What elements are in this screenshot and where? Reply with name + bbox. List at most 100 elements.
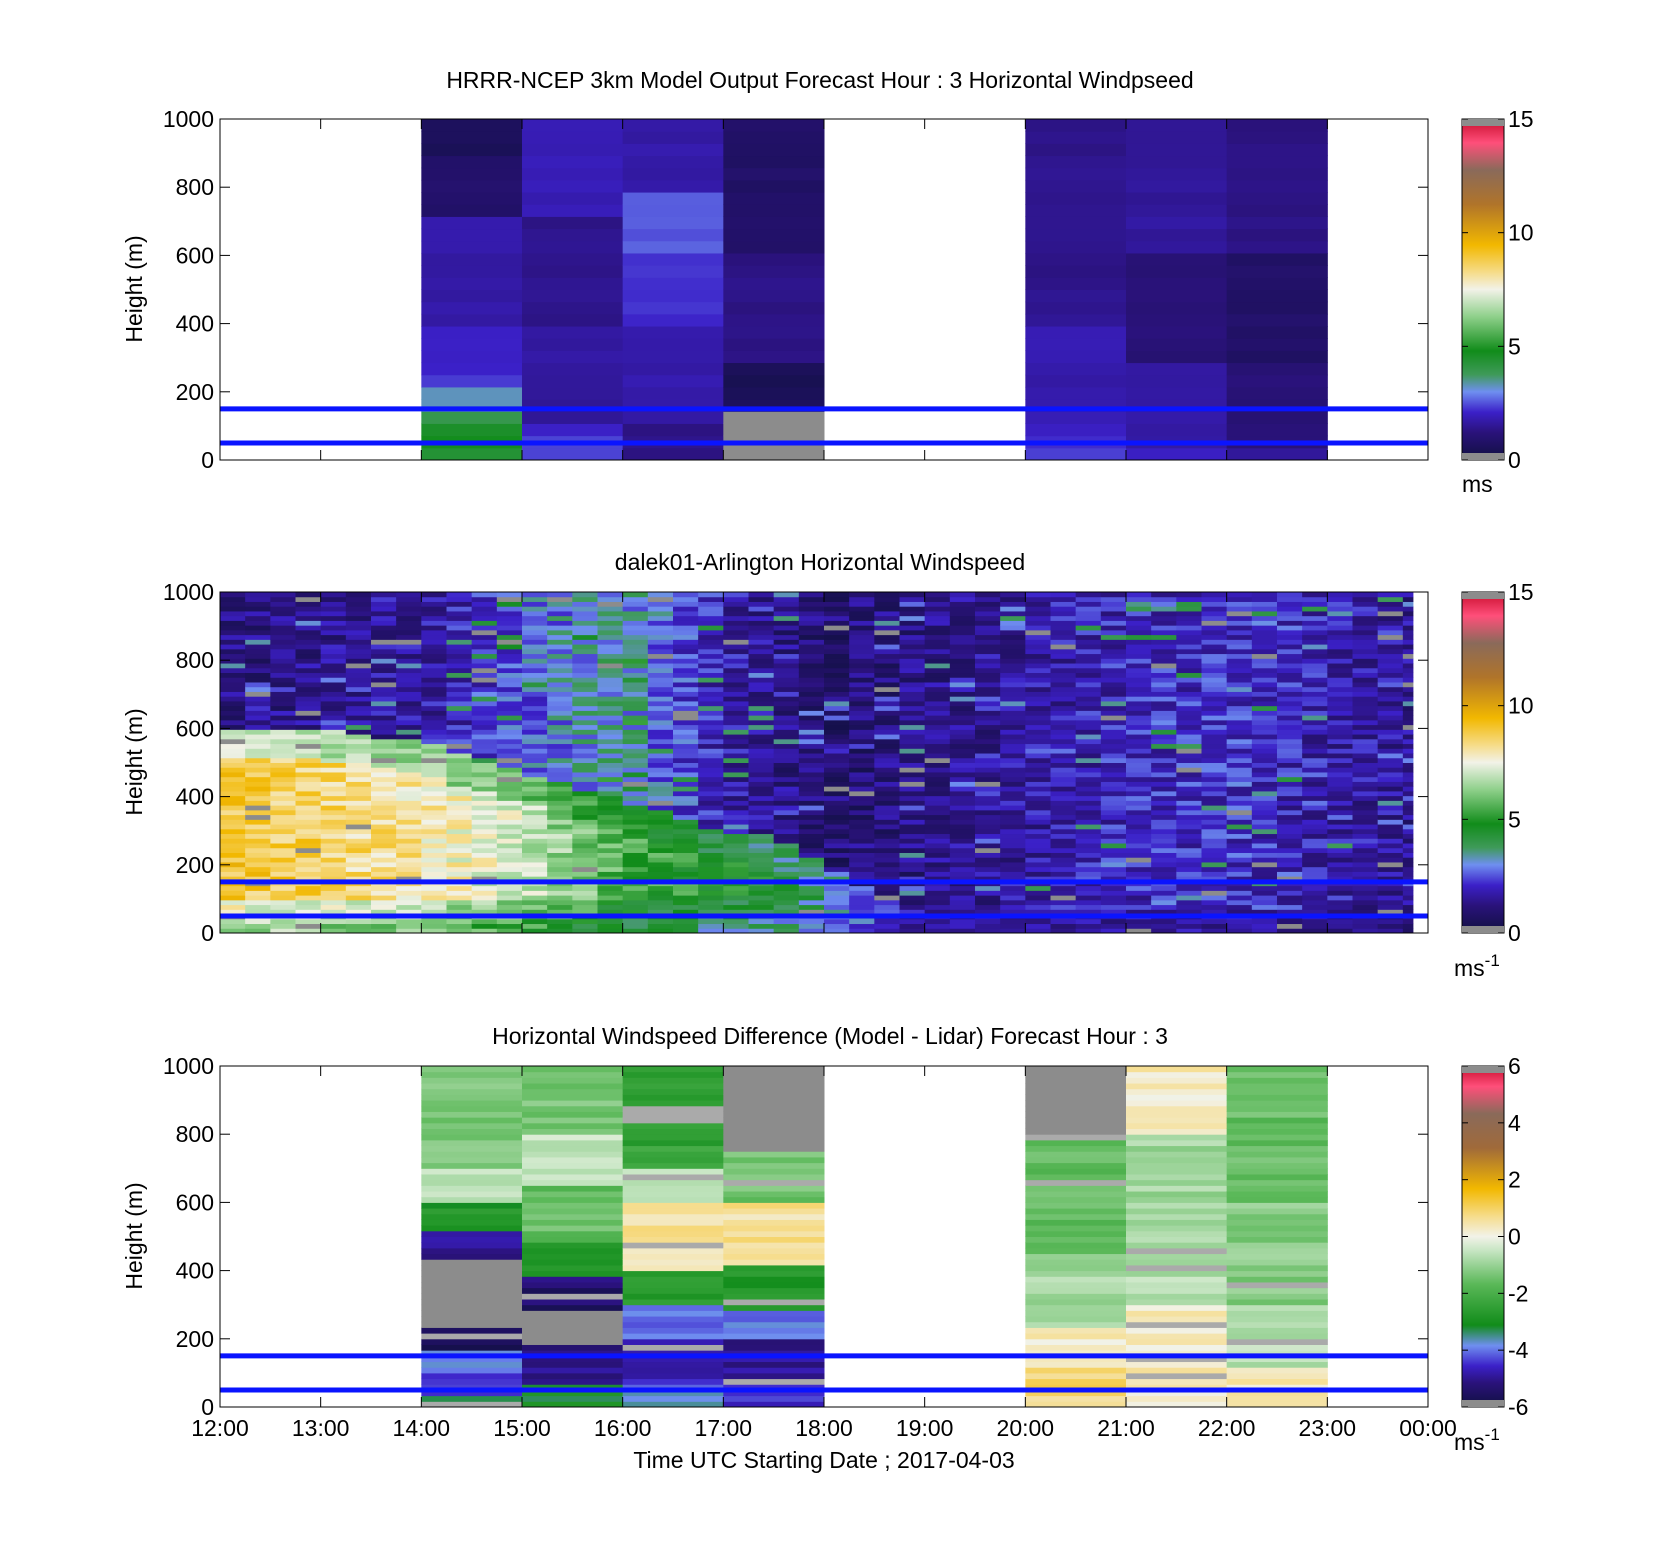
heatmap-cell (1251, 904, 1278, 910)
heatmap-cell (270, 847, 296, 853)
heatmap-cell (371, 790, 397, 797)
heatmap-cell (647, 790, 674, 797)
heatmap-cell (522, 1327, 624, 1334)
heatmap-cell (471, 753, 498, 759)
heatmap-cell (1025, 1117, 1127, 1124)
heatmap-cell (849, 681, 875, 688)
heatmap-cell (1277, 923, 1303, 929)
heatmap-cell (446, 738, 473, 745)
heatmap-cell (622, 648, 649, 655)
heatmap-cell (899, 738, 926, 745)
heatmap-cell (1025, 1162, 1127, 1169)
heatmap-cell (924, 904, 951, 910)
heatmap-cell (270, 876, 296, 882)
heatmap-cell (471, 776, 498, 782)
heatmap-cell (1050, 696, 1077, 702)
heatmap-cell (320, 918, 347, 925)
heatmap-cell (622, 710, 649, 716)
heatmap-cell (522, 240, 624, 254)
heatmap-cell (723, 625, 749, 631)
heatmap-cell (673, 899, 699, 906)
heatmap-cell (1176, 795, 1202, 801)
heatmap-cell (496, 790, 523, 797)
heatmap-cell (547, 715, 573, 721)
heatmap-cell (1126, 167, 1228, 181)
heatmap-cell (396, 776, 422, 782)
heatmap-cell (622, 1378, 724, 1385)
heatmap-cell (949, 743, 976, 749)
heatmap-cell (924, 753, 951, 759)
heatmap-cell (1277, 620, 1303, 626)
heatmap-cell (1000, 776, 1026, 782)
heatmap-cell (471, 838, 498, 844)
heatmap-cell (622, 776, 649, 782)
heatmap-cell (673, 757, 699, 763)
heatmap-cell (975, 596, 1001, 602)
heatmap-cell (421, 350, 523, 364)
heatmap-cell (1327, 790, 1353, 797)
heatmap-cell (1025, 1071, 1127, 1078)
heatmap-cell (748, 639, 775, 645)
heatmap-cell (849, 634, 875, 640)
heatmap-cell (345, 672, 372, 678)
heatmap-cell (396, 729, 422, 735)
heatmap-cell (647, 928, 674, 934)
heatmap-cell (446, 767, 473, 773)
heatmap-cell (748, 686, 775, 692)
heatmap-cell (496, 833, 523, 839)
heatmap-cell (723, 606, 749, 612)
heatmap-cell (1226, 1196, 1328, 1203)
heatmap-cell (1025, 596, 1051, 602)
heatmap-cell (1201, 781, 1228, 787)
heatmap-cell (1352, 686, 1379, 692)
heatmap-cell (522, 1287, 624, 1294)
heatmap-cell (1100, 610, 1127, 617)
heatmap-cell (1226, 1191, 1328, 1198)
heatmap-cell (673, 681, 699, 688)
heatmap-cell (949, 681, 976, 688)
heatmap-cell (1302, 828, 1328, 835)
heatmap-cell (471, 724, 498, 730)
heatmap-cell (1126, 1179, 1228, 1186)
heatmap-cell (622, 729, 649, 735)
heatmap-cell (421, 1139, 523, 1147)
heatmap-cell (1277, 729, 1303, 735)
heatmap-cell (1226, 918, 1253, 925)
heatmap-cell (396, 686, 422, 692)
heatmap-cell (496, 634, 523, 640)
heatmap-cell (949, 738, 976, 745)
heatmap-cell (220, 909, 246, 915)
heatmap-cell (421, 809, 447, 816)
heatmap-cell (345, 658, 372, 664)
heatmap-cell (1402, 861, 1414, 868)
heatmap-cell (1226, 301, 1328, 315)
heatmap-cell (547, 805, 573, 811)
heatmap-cell (1000, 681, 1026, 688)
heatmap-cell (1226, 819, 1253, 825)
heatmap-cell (924, 809, 951, 816)
heatmap-cell (723, 131, 825, 144)
heatmap-cell (899, 648, 926, 655)
heatmap-cell (723, 1367, 825, 1374)
heatmap-cell (949, 814, 976, 820)
heatmap-cell (874, 743, 900, 749)
heatmap-cell (1176, 620, 1202, 626)
heatmap-cell (1402, 667, 1414, 674)
heatmap-cell (1100, 644, 1127, 650)
heatmap-cell (597, 861, 624, 868)
heatmap-cell (597, 790, 624, 797)
heatmap-cell (1226, 179, 1328, 193)
heatmap-cell (1377, 748, 1404, 754)
heatmap-cell (1075, 852, 1102, 858)
heatmap-cell (748, 644, 775, 650)
heatmap-cell (446, 686, 473, 692)
heatmap-cell (874, 634, 900, 640)
heatmap-cell (698, 653, 724, 659)
heatmap-cell (1302, 663, 1328, 669)
heatmap-cell (371, 771, 397, 778)
heatmap-cell (773, 757, 800, 763)
heatmap-cell (748, 748, 775, 754)
heatmap-cell (1302, 734, 1328, 740)
heatmap-cell (371, 681, 397, 688)
heatmap-cell (1050, 620, 1077, 626)
